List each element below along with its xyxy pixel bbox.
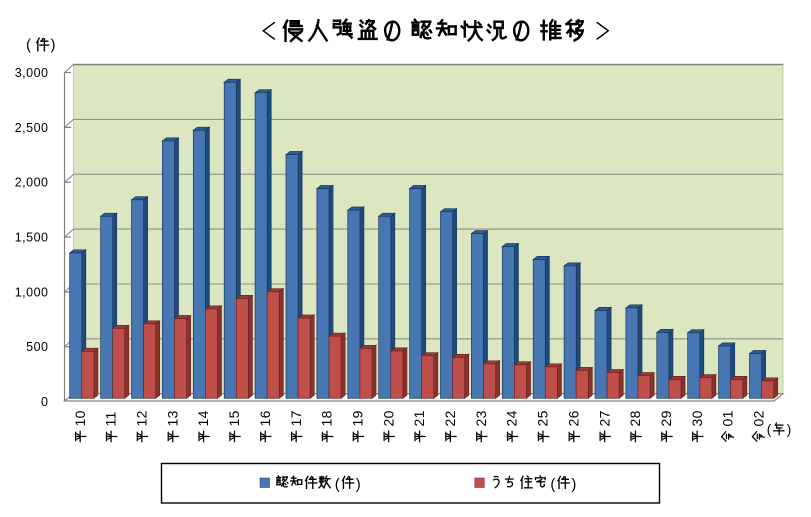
svg-text:11: 11 <box>103 411 119 426</box>
svg-text:): ) <box>787 422 792 437</box>
svg-text:(: ( <box>550 476 555 493</box>
svg-text:02: 02 <box>751 410 767 426</box>
svg-text:01: 01 <box>720 410 736 426</box>
svg-text:15: 15 <box>226 410 242 426</box>
svg-text:20: 20 <box>380 410 396 426</box>
svg-text:(: ( <box>335 476 340 493</box>
svg-text:19: 19 <box>350 410 366 426</box>
svg-text:25: 25 <box>535 410 551 426</box>
svg-text:500: 500 <box>26 340 48 354</box>
svg-text:3,000: 3,000 <box>15 66 49 80</box>
svg-text:): ) <box>571 476 576 493</box>
svg-text:17: 17 <box>288 410 304 426</box>
svg-text:2,000: 2,000 <box>15 176 49 190</box>
svg-text:29: 29 <box>658 410 674 426</box>
svg-text:21: 21 <box>411 410 427 426</box>
svg-text:26: 26 <box>565 410 581 426</box>
svg-text:30: 30 <box>689 410 705 426</box>
svg-text:(: ( <box>26 37 31 54</box>
svg-text:27: 27 <box>596 410 612 426</box>
svg-text:12: 12 <box>134 410 150 426</box>
svg-text:23: 23 <box>473 410 489 426</box>
svg-text:18: 18 <box>319 410 335 426</box>
svg-text:(: ( <box>767 422 772 437</box>
svg-text:0: 0 <box>41 395 48 409</box>
svg-text:28: 28 <box>627 410 643 426</box>
svg-text:2,500: 2,500 <box>15 121 49 135</box>
svg-text:14: 14 <box>195 410 211 426</box>
svg-text:10: 10 <box>72 410 88 426</box>
svg-text:22: 22 <box>442 410 458 426</box>
svg-text:): ) <box>51 37 56 54</box>
svg-text:1,500: 1,500 <box>15 231 49 245</box>
svg-text:16: 16 <box>257 410 273 426</box>
svg-text:1,000: 1,000 <box>15 285 49 299</box>
svg-text:): ) <box>356 476 361 493</box>
svg-text:13: 13 <box>164 410 180 426</box>
svg-text:24: 24 <box>504 410 520 426</box>
